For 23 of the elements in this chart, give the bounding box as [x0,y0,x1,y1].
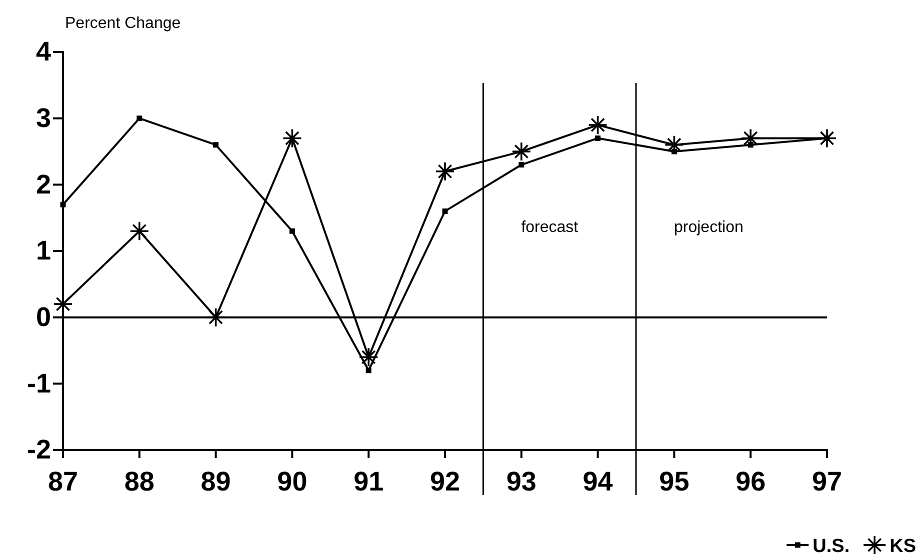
x-tick-label: 94 [582,466,613,497]
y-tick-label: 1 [36,236,51,266]
x-tick-label: 95 [659,466,690,497]
x-tick-label: 93 [506,466,536,497]
x-tick-label: 90 [277,466,308,497]
y-tick-label: 2 [36,169,51,200]
legend-label: U.S. [812,536,850,557]
x-tick-label: 89 [200,466,231,497]
x-tick-label: 87 [48,466,78,497]
ref-line-label: forecast [521,219,579,236]
legend-label: KS [890,536,916,557]
y-tick-label: 0 [36,302,51,332]
y-tick-label: -1 [26,368,51,398]
x-tick-label: 96 [736,466,766,497]
y-tick-label: 3 [36,102,51,133]
x-tick-label: 92 [430,466,460,497]
ref-line-label: projection [674,219,744,236]
y-tick-label: 4 [36,36,51,67]
y-axis-title: Percent Change [65,15,181,32]
x-tick-label: 97 [812,466,842,497]
y-tick-label: -2 [26,434,51,465]
x-tick-label: 88 [124,466,154,497]
x-tick-label: 91 [354,466,384,497]
